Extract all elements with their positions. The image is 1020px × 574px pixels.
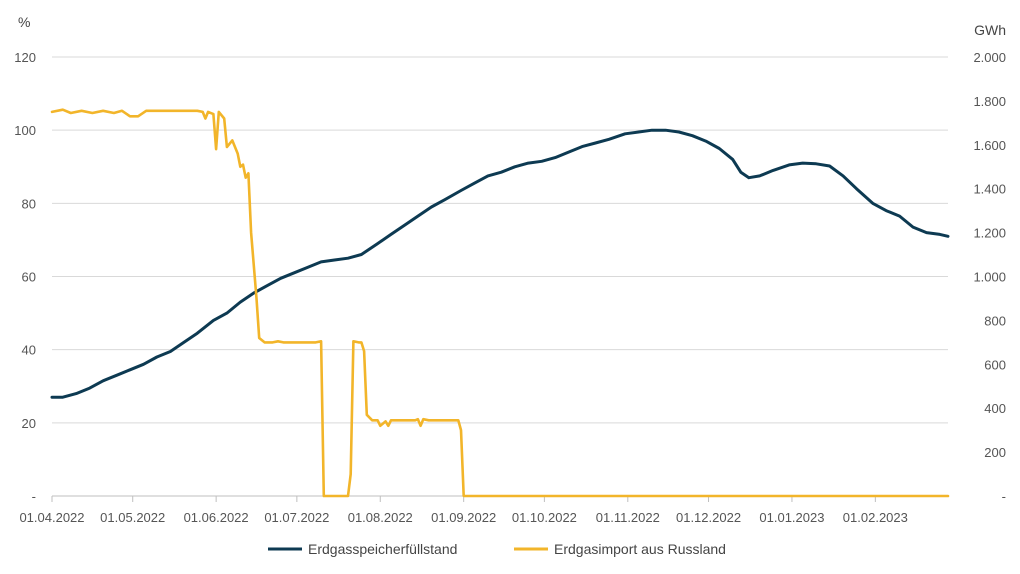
- left-tick-label: 20: [22, 416, 36, 431]
- right-tick-label: 1.600: [973, 138, 1006, 153]
- right-tick-label: 200: [984, 445, 1006, 460]
- left-axis: % 120 100 80 60 40 20 -: [14, 14, 36, 504]
- left-tick-label: 40: [22, 343, 36, 358]
- x-tick-label: 01.05.2022: [100, 510, 165, 525]
- left-axis-unit: %: [18, 14, 30, 30]
- x-tick-label: 01.04.2022: [19, 510, 84, 525]
- gridlines: [52, 56, 948, 424]
- x-axis: 01.04.2022 01.05.2022 01.06.2022 01.07.2022…: [19, 495, 948, 525]
- series-line-import: [50, 108, 950, 498]
- legend-item-import: Erdgasimport aus Russland: [514, 541, 726, 557]
- left-tick-label: 100: [14, 123, 36, 138]
- right-axis-unit: GWh: [974, 22, 1006, 38]
- left-tick-label: 120: [14, 50, 36, 65]
- right-tick-label: 400: [984, 401, 1006, 416]
- x-tick-label: 01.07.2022: [264, 510, 329, 525]
- right-tick-label: 800: [984, 313, 1006, 328]
- left-tick-label: -: [32, 489, 36, 504]
- x-tick-label: 01.12.2022: [676, 510, 741, 525]
- x-tick-label: 01.01.2023: [759, 510, 824, 525]
- x-tick-label: 01.06.2022: [184, 510, 249, 525]
- right-tick-label: 1.200: [973, 226, 1006, 241]
- x-tick-label: 01.02.2023: [843, 510, 908, 525]
- right-tick-label: 2.000: [973, 50, 1006, 65]
- series-line-storage: [50, 128, 950, 399]
- x-tick-label: 01.10.2022: [512, 510, 577, 525]
- legend-label-storage: Erdgasspeicherfüllstand: [308, 541, 457, 557]
- legend-label-import: Erdgasimport aus Russland: [554, 541, 726, 557]
- x-tick-label: 01.08.2022: [348, 510, 413, 525]
- right-tick-label: 1.800: [973, 94, 1006, 109]
- x-tick-label: 01.11.2022: [596, 510, 660, 525]
- series: [50, 108, 950, 498]
- right-tick-label: 1.400: [973, 182, 1006, 197]
- left-tick-label: 60: [22, 270, 36, 285]
- right-tick-label: 1.000: [973, 270, 1006, 285]
- right-axis: GWh 2.000 1.800 1.600 1.400 1.200 1.000 800 600…: [973, 22, 1006, 504]
- left-tick-label: 80: [22, 196, 36, 211]
- legend-item-storage: Erdgasspeicherfüllstand: [268, 541, 457, 557]
- right-tick-label: 600: [984, 357, 1006, 372]
- right-tick-label: -: [1002, 489, 1006, 504]
- x-tick-label: 01.09.2022: [431, 510, 496, 525]
- legend: Erdgasspeicherfüllstand Erdgasimport aus…: [268, 541, 726, 557]
